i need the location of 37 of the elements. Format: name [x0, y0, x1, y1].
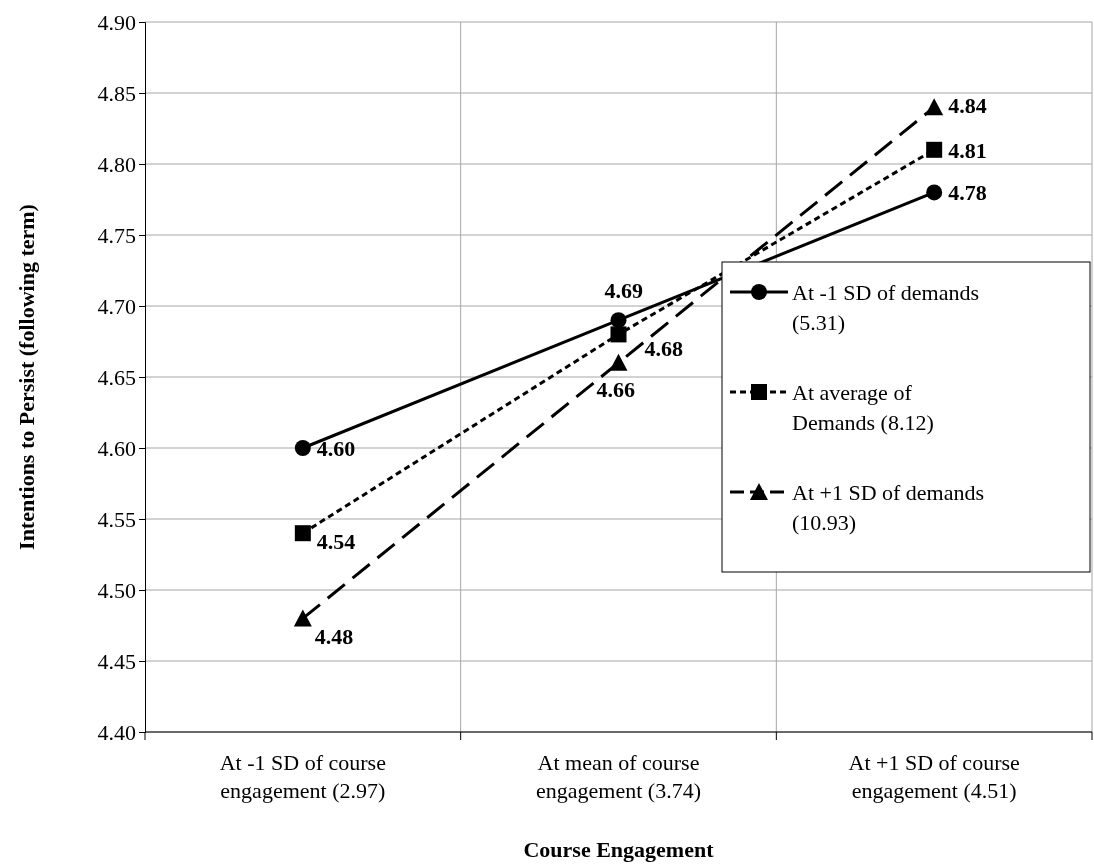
data-label: 4.69	[604, 278, 643, 304]
point	[925, 98, 944, 116]
legend-label: At average of Demands (8.12)	[792, 380, 934, 435]
data-label: 4.60	[316, 436, 356, 461]
text: 4.60	[97, 435, 136, 461]
legend-label: At +1 SD of demands (10.93)	[792, 480, 985, 535]
data-label: 4.81	[948, 137, 987, 163]
point	[294, 525, 311, 542]
data-label: 4.54	[316, 529, 356, 555]
point	[926, 184, 943, 201]
text: 4.45	[97, 648, 136, 674]
legend-label: At -1 SD of demands (5.31)	[792, 280, 979, 335]
text: 4.65	[97, 364, 136, 390]
point	[293, 609, 312, 627]
point	[294, 440, 311, 456]
x-axis-title: Course Engagement	[523, 837, 715, 862]
text: 4.90	[97, 9, 136, 35]
point	[610, 326, 627, 343]
text: 4.85	[97, 80, 136, 106]
data-label: 4.66	[596, 376, 635, 402]
data-label: 4.48	[314, 624, 354, 650]
x-tick-label: At +1 SD of course engagement (4.51)	[848, 750, 1020, 803]
x-tick-label: At mean of course engagement (3.74)	[536, 750, 701, 803]
data-label: 4.78	[948, 180, 987, 206]
text: 4.50	[97, 577, 136, 603]
data-label: 4.84	[948, 93, 987, 119]
text: 4.70	[97, 293, 136, 319]
y-axis-title: Intentions to Persist (following term)	[14, 204, 39, 550]
text: 4.40	[97, 719, 136, 745]
data-label: 4.68	[644, 336, 683, 362]
point	[610, 312, 627, 329]
text: 4.80	[97, 151, 136, 177]
x-tick-label: At -1 SD of course engagement (2.97)	[219, 750, 386, 803]
point	[926, 141, 943, 158]
point	[609, 353, 628, 371]
text: 4.75	[97, 222, 136, 248]
text: 4.55	[97, 506, 136, 532]
